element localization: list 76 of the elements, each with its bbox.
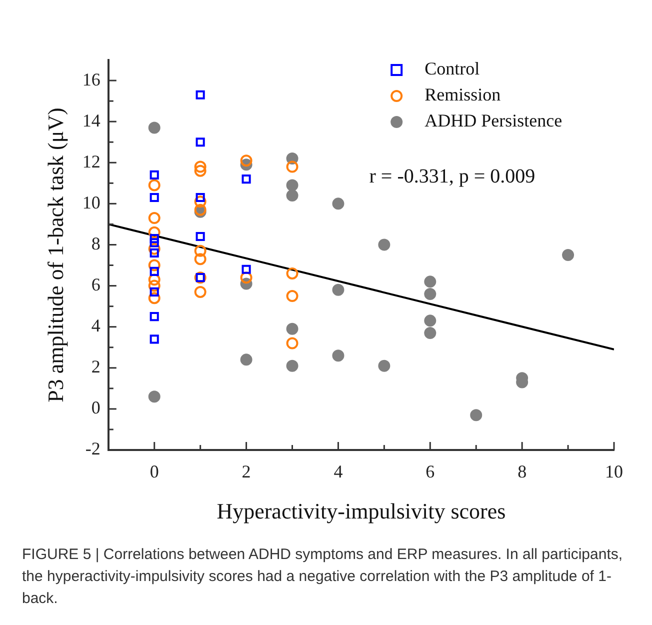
point xyxy=(148,179,160,192)
point xyxy=(194,196,206,208)
point xyxy=(424,288,436,300)
point xyxy=(332,350,344,362)
point xyxy=(562,249,574,261)
point xyxy=(424,314,436,327)
point xyxy=(150,248,159,258)
point xyxy=(286,290,298,302)
point xyxy=(150,312,159,322)
point xyxy=(332,284,344,296)
point xyxy=(148,280,160,292)
point xyxy=(194,244,206,257)
point xyxy=(286,267,298,280)
legend-label: ADHD Persistence xyxy=(424,110,562,131)
point xyxy=(286,360,298,372)
x-axis-title: Hyperactivity-impulsivity scores xyxy=(216,498,506,524)
point xyxy=(242,174,251,184)
point xyxy=(148,390,160,403)
point xyxy=(148,226,160,238)
legend-label: Control xyxy=(424,58,480,79)
x-tick-label: 2 xyxy=(242,462,251,482)
point xyxy=(150,334,159,344)
point xyxy=(148,212,160,224)
point xyxy=(424,276,436,288)
point xyxy=(150,238,159,248)
point xyxy=(242,264,251,274)
x-tick-label: 10 xyxy=(605,462,623,482)
point xyxy=(194,160,206,173)
point xyxy=(150,192,159,202)
point xyxy=(150,234,159,244)
y-tick-label: 4 xyxy=(91,316,100,336)
x-tick-label: 4 xyxy=(334,462,343,482)
point xyxy=(470,409,482,422)
point xyxy=(196,232,205,242)
point xyxy=(378,360,390,372)
y-tick-label: -2 xyxy=(85,438,100,459)
y-tick-label: 0 xyxy=(91,398,100,418)
point xyxy=(286,189,298,202)
point xyxy=(378,238,390,251)
annotation: r = -0.331, p = 0.009 xyxy=(369,165,536,188)
point xyxy=(240,354,252,366)
point xyxy=(194,253,206,266)
point xyxy=(148,259,160,272)
point xyxy=(148,122,160,134)
y-tick-label: 2 xyxy=(91,356,100,377)
point xyxy=(196,192,205,202)
point xyxy=(148,292,160,304)
point xyxy=(150,266,159,276)
legend-label: Remission xyxy=(424,84,501,105)
point xyxy=(332,198,344,210)
x-tick-label: 8 xyxy=(518,462,527,482)
point xyxy=(148,274,160,286)
point xyxy=(194,286,206,298)
point xyxy=(148,242,160,255)
point xyxy=(194,164,206,177)
y-tick-label: 12 xyxy=(82,151,100,172)
point xyxy=(286,322,298,335)
point xyxy=(286,160,298,173)
point xyxy=(196,90,205,100)
point xyxy=(286,337,298,350)
y-tick-label: 10 xyxy=(82,192,100,212)
y-tick-label: 8 xyxy=(91,233,100,254)
y-tick-label: 6 xyxy=(91,274,100,295)
x-tick-label: 6 xyxy=(426,462,435,482)
y-tick-label: 14 xyxy=(82,110,100,130)
point xyxy=(424,327,436,339)
point xyxy=(196,138,205,147)
point xyxy=(240,272,252,284)
point xyxy=(150,287,159,296)
y-tick-label: 16 xyxy=(82,69,100,90)
caption: FIGURE 5 | Correlations between ADHD symptoms and ERP measures. In all participants, the hyperactivity-impulsivity scores had a negative correlation with the P3 amplitude of 1-back. xyxy=(22,545,624,609)
x-tick-label: 0 xyxy=(150,462,159,482)
y-axis-title: P3 amplitude of 1-back task (μV) xyxy=(42,108,68,402)
point xyxy=(150,170,159,180)
point xyxy=(286,179,298,192)
point xyxy=(240,154,252,167)
